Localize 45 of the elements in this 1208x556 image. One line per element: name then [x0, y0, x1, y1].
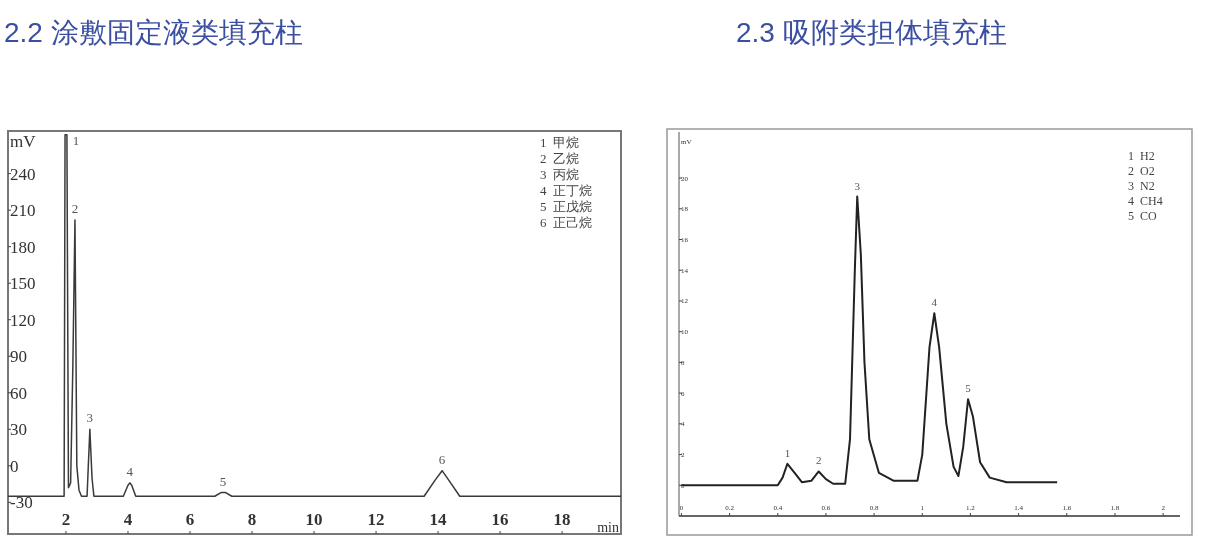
annotation: 3 N2	[1128, 179, 1155, 193]
x-tick-label: 4	[123, 510, 133, 529]
y-tick-label: 90	[10, 347, 27, 367]
annotation: 1	[784, 446, 791, 459]
annotation: 4	[126, 463, 134, 479]
x-tick-label: 6	[185, 510, 195, 529]
annotation: 1	[72, 133, 80, 148]
y-tick-label: -30	[10, 493, 33, 513]
x-tick-label: 16	[491, 510, 509, 529]
annotation: 2	[71, 200, 79, 216]
y-tick-label: 0	[10, 456, 19, 476]
annotation: 1 甲烷	[540, 135, 579, 150]
annotation: 5 CO	[1128, 209, 1157, 223]
annotation: 5	[219, 473, 227, 489]
annotation: 6 正己烷	[540, 215, 592, 230]
x-tick-label: 18	[553, 510, 571, 529]
x-tick-label: 2	[61, 510, 71, 529]
y-tick-label: 240	[10, 164, 36, 184]
y-tick-label: 180	[10, 237, 36, 257]
x-tick-label: 14	[429, 510, 448, 529]
y-tick-label: 150	[10, 274, 36, 294]
x-axis-title: min	[597, 520, 619, 535]
annotation: 5	[965, 382, 972, 395]
x-tick-label: 10	[305, 510, 323, 529]
y-tick-label: 30	[10, 420, 27, 440]
annotation: 3 丙烷	[540, 167, 579, 182]
annotation: 5 正戊烷	[540, 199, 592, 214]
annotation: 2	[815, 454, 822, 467]
annotation: 2 O2	[1128, 164, 1155, 178]
annotation: 4	[931, 296, 938, 309]
annotation: 3	[86, 410, 94, 426]
annotation: 4 CH4	[1128, 194, 1163, 208]
y-tick-label: 210	[10, 201, 36, 221]
y-axis-title: mV	[10, 132, 37, 151]
annotation: 2 乙烷	[540, 151, 579, 166]
y-tick-label: 60	[10, 383, 27, 403]
x-tick-label: 8	[247, 510, 257, 529]
annotation: 4 正丁烷	[540, 183, 592, 198]
annotation: 3	[854, 179, 861, 192]
x-tick-label: 12	[367, 510, 385, 529]
annotation: 6	[438, 451, 446, 467]
annotation: 1 H2	[1128, 149, 1155, 163]
chart-title: 2.2 涂敷固定液类填充柱	[4, 17, 303, 48]
y-tick-label: 120	[10, 310, 36, 330]
chart-title: 2.3 吸附类担体填充柱	[736, 17, 1007, 48]
